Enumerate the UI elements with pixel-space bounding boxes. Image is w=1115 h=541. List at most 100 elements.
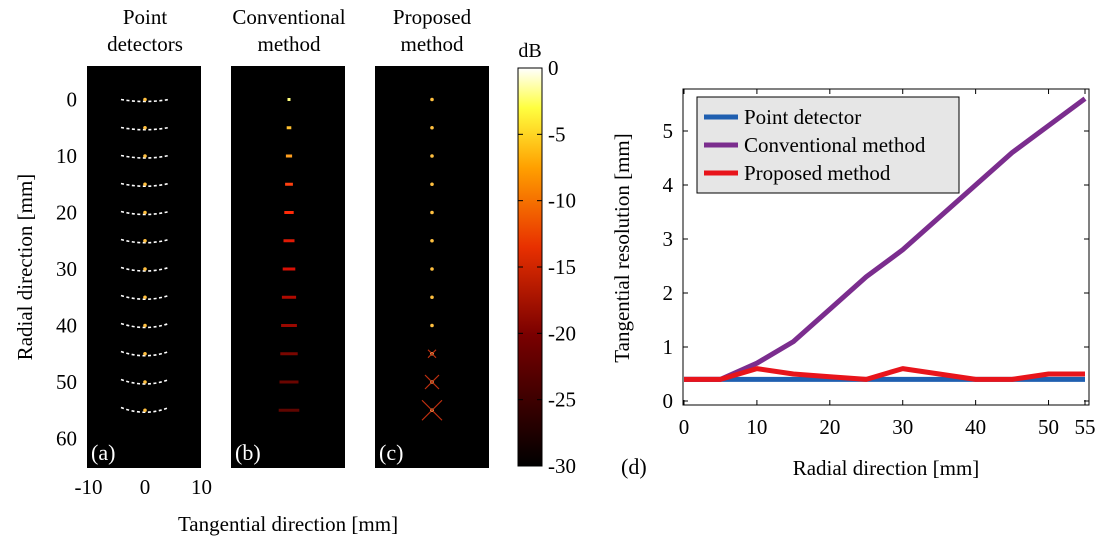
detector-arc <box>120 266 170 272</box>
detector-arc <box>120 154 170 159</box>
panel-a-title-line1: Point <box>123 5 168 29</box>
colorbar-tick-label: -15 <box>548 255 576 279</box>
detector-arc <box>120 406 170 414</box>
panel-b-title-line1: Conventional <box>232 5 345 29</box>
proposed-spot <box>430 125 434 130</box>
legend-label: Point detector <box>744 105 861 129</box>
panel-c-title-line1: Proposed <box>393 5 472 29</box>
point-target <box>143 154 147 158</box>
point-target <box>143 351 147 356</box>
conventional-spot <box>281 295 297 299</box>
colorbar-tick-label: -25 <box>548 388 576 412</box>
point-target <box>143 210 147 215</box>
panel-d-chart: 0 1 2 3 4 5 0 10 20 30 40 50 55 Point detector Conve… <box>663 88 1096 439</box>
colorbar-tick-label: -10 <box>548 189 576 213</box>
legend-label: Proposed method <box>744 161 891 185</box>
colorbar-ticks: 0 -5 -10 -15 -20 -25 -30 <box>518 56 576 478</box>
point-target <box>143 97 147 102</box>
panel-d-y-tick-label: 5 <box>663 119 674 143</box>
panel-a-title-line2: detectors <box>107 32 183 56</box>
panel-d-y-axis-label: Tangential resolution [mm] <box>610 133 634 362</box>
panel-d-x-tick-label: 55 <box>1075 415 1096 439</box>
point-target <box>143 408 147 413</box>
panel-d-x-ticks: 0 10 20 30 40 50 55 <box>679 89 1096 439</box>
point-target <box>143 182 147 187</box>
panel-a-image <box>87 66 201 468</box>
point-target <box>143 267 147 271</box>
conventional-spot <box>284 211 294 214</box>
colorbar-tick-label: -20 <box>548 321 576 345</box>
left-y-tick: 20 <box>56 201 77 225</box>
proposed-spot <box>430 238 434 243</box>
conventional-spot <box>283 239 295 243</box>
panel-a-letter: (a) <box>91 440 115 465</box>
panel-d-x-axis-label: Radial direction [mm] <box>793 456 980 480</box>
proposed-spot <box>430 323 434 328</box>
proposed-spot <box>430 182 434 187</box>
left-x-tick: -10 <box>75 475 103 499</box>
point-target <box>143 125 147 130</box>
panel-d-x-tick-label: 50 <box>1038 415 1059 439</box>
panel-d-x-tick-label: 20 <box>819 415 840 439</box>
proposed-spot <box>430 154 434 158</box>
left-y-tick: 0 <box>67 88 78 112</box>
point-target <box>143 238 147 243</box>
left-y-tick-labels: 0 10 20 30 40 50 60 <box>56 88 77 451</box>
left-x-tick-labels: -10 0 10 <box>75 475 213 499</box>
conventional-spot <box>282 267 296 271</box>
conventional-spot <box>287 98 291 101</box>
panel-b-letter: (b) <box>235 440 261 465</box>
detector-arc <box>120 238 170 244</box>
conventional-spot <box>279 380 299 384</box>
panel-c-image <box>375 66 489 468</box>
legend-label: Conventional method <box>744 133 926 157</box>
panel-d-y-tick-label: 3 <box>663 227 674 251</box>
series-line-conventional-method <box>684 96 1087 382</box>
detector-arc <box>120 350 170 357</box>
detector-arc <box>120 126 170 131</box>
proposed-spot <box>430 295 434 300</box>
panel-d-x-tick-label: 30 <box>892 415 913 439</box>
panel-d-y-tick-label: 1 <box>663 335 674 359</box>
panel-c-title: Proposed method <box>393 5 472 56</box>
point-target <box>143 295 147 300</box>
panel-d-legend: Point detector Conventional method Propose… <box>696 96 960 194</box>
panel-b-image <box>231 66 345 468</box>
point-target <box>143 380 147 384</box>
panel-d-y-tick-label: 4 <box>663 173 674 197</box>
panel-a-title: Point detectors <box>107 5 183 56</box>
left-y-tick: 40 <box>56 314 77 338</box>
series-line-proposed-method <box>684 366 1085 382</box>
panel-c-title-line2: method <box>401 32 464 56</box>
proposed-spot <box>430 267 434 271</box>
panel-a-marks <box>120 97 170 414</box>
proposed-spot <box>430 210 434 215</box>
panel-d-y-tick-label: 0 <box>663 389 674 413</box>
conventional-spot <box>281 324 297 327</box>
detector-arc <box>120 322 170 329</box>
legend-box <box>696 96 960 194</box>
conventional-spot <box>285 182 293 186</box>
conventional-spot <box>278 408 300 412</box>
detector-arc <box>120 378 170 385</box>
left-y-tick: 10 <box>56 144 77 168</box>
detector-arc <box>120 294 170 301</box>
panel-d-x-tick-label: 40 <box>965 415 986 439</box>
panel-d-letter: (d) <box>621 454 647 479</box>
left-y-tick: 30 <box>56 257 77 281</box>
proposed-artefact <box>427 349 437 359</box>
panel-b-marks <box>278 98 300 412</box>
proposed-artefact <box>421 399 443 421</box>
point-target <box>143 323 147 328</box>
conventional-spot <box>286 126 292 130</box>
left-y-tick: 60 <box>56 427 77 451</box>
left-x-tick: 10 <box>191 475 212 499</box>
colorbar-tick-label: -5 <box>548 122 566 146</box>
panel-b-title-line2: method <box>258 32 321 56</box>
conventional-spot <box>285 154 293 158</box>
proposed-artefact <box>424 374 440 390</box>
left-y-axis-label: Radial direction [mm] <box>13 174 37 361</box>
panel-c-marks <box>421 97 443 421</box>
panel-d-series <box>684 96 1087 382</box>
